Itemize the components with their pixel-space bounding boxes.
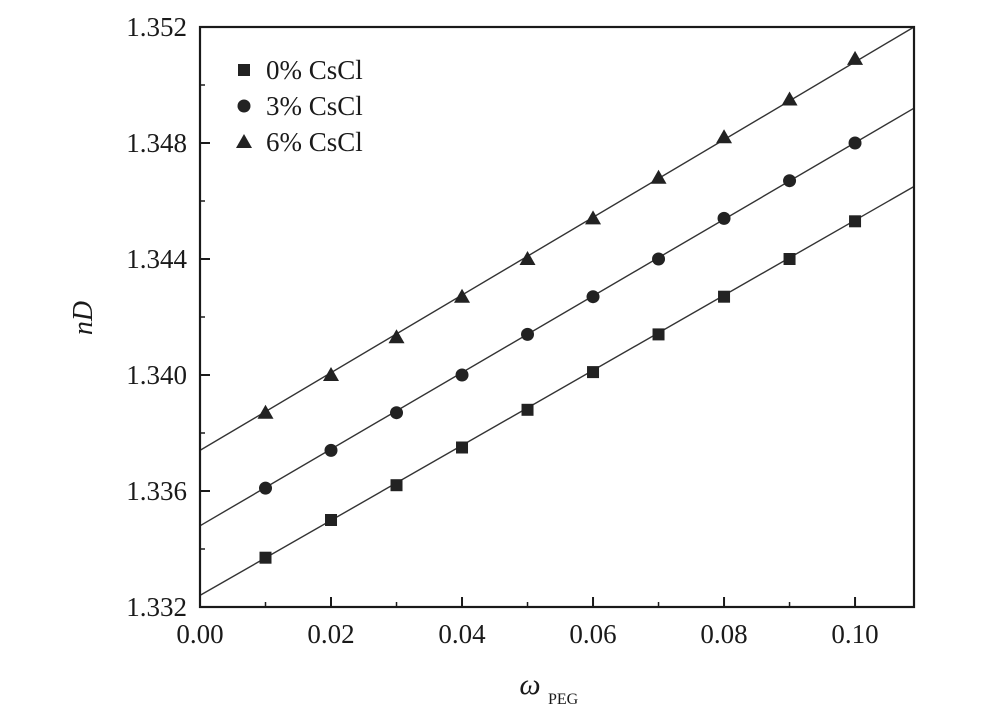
svg-text:PEG: PEG bbox=[548, 691, 579, 708]
data-point bbox=[390, 406, 404, 420]
data-point bbox=[519, 251, 536, 265]
legend-marker bbox=[236, 134, 252, 148]
x-axis-label: ω PEG bbox=[519, 668, 578, 708]
data-point bbox=[456, 441, 469, 454]
x-tick-label: 0.00 bbox=[176, 619, 223, 649]
y-tick-label: 1.348 bbox=[126, 128, 187, 158]
data-point bbox=[716, 129, 733, 144]
legend-label: 3% CsCl bbox=[266, 91, 363, 121]
data-point bbox=[847, 50, 864, 65]
data-point bbox=[652, 252, 666, 266]
data-point bbox=[586, 290, 600, 304]
data-markers bbox=[257, 50, 864, 564]
data-point bbox=[390, 479, 403, 492]
y-tick-label: 1.344 bbox=[126, 244, 187, 274]
data-point bbox=[849, 215, 862, 228]
data-point bbox=[454, 288, 471, 303]
data-point bbox=[717, 211, 731, 225]
data-point bbox=[650, 169, 667, 184]
data-point bbox=[325, 514, 338, 526]
data-point bbox=[388, 329, 405, 344]
data-point bbox=[587, 366, 600, 379]
x-tick-label: 0.08 bbox=[700, 619, 747, 649]
legend-label: 0% CsCl bbox=[266, 55, 363, 85]
fit-line bbox=[199, 107, 915, 527]
data-point bbox=[521, 403, 534, 416]
data-point bbox=[783, 253, 796, 265]
data-point bbox=[718, 290, 731, 303]
fit-line bbox=[199, 185, 915, 597]
legend-marker bbox=[237, 99, 251, 113]
axis-ticks bbox=[199, 26, 857, 608]
data-point bbox=[652, 328, 665, 341]
x-tick-label: 0.06 bbox=[569, 619, 616, 649]
data-point bbox=[324, 443, 338, 457]
svg-text:ω: ω bbox=[519, 668, 540, 701]
fit-line bbox=[199, 26, 915, 452]
x-tick-label: 0.02 bbox=[307, 619, 354, 649]
data-point bbox=[521, 327, 535, 341]
y-tick-label: 1.352 bbox=[126, 12, 187, 42]
data-point bbox=[259, 551, 272, 564]
legend: 0% CsCl 3% CsCl 6% CsCl bbox=[236, 55, 363, 157]
data-point bbox=[323, 367, 340, 381]
y-tick-label: 1.340 bbox=[126, 360, 187, 390]
data-point bbox=[259, 481, 273, 495]
tick-labels: 0.00 0.02 0.04 0.06 0.08 0.10 1.332 1.336 1.340 1… bbox=[126, 12, 878, 649]
data-point bbox=[257, 404, 274, 419]
data-point bbox=[585, 210, 602, 225]
x-tick-label: 0.10 bbox=[831, 619, 878, 649]
y-tick-label: 1.332 bbox=[126, 592, 187, 622]
data-point bbox=[455, 368, 469, 382]
data-point bbox=[781, 91, 798, 106]
legend-marker bbox=[238, 64, 250, 76]
x-tick-label: 0.04 bbox=[438, 619, 486, 649]
data-point bbox=[783, 174, 797, 188]
y-axis-label: nD bbox=[68, 301, 99, 335]
legend-label: 6% CsCl bbox=[266, 127, 363, 157]
data-point bbox=[848, 136, 862, 150]
y-tick-label: 1.336 bbox=[126, 476, 187, 506]
